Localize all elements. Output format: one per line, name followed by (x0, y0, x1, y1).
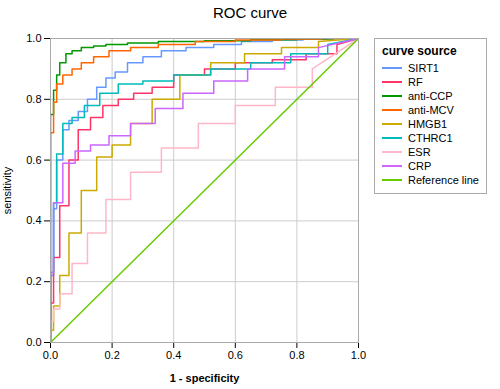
html-text:curve source: curve source (382, 44, 457, 58)
html-text:ROC curve: ROC curve (212, 4, 288, 21)
svg-text:0.2: 0.2 (104, 349, 119, 361)
svg-text:1 - specificity: 1 - specificity (170, 372, 241, 384)
html-text:Reference line: Reference line (408, 174, 479, 186)
svg-text:0.8: 0.8 (26, 93, 41, 105)
svg-text:0.8: 0.8 (289, 349, 304, 361)
html-text:anti-MCV: anti-MCV (408, 104, 454, 116)
html-text:SIRT1: SIRT1 (408, 62, 439, 74)
svg-text:0.0: 0.0 (26, 336, 41, 348)
svg-text:0.6: 0.6 (26, 154, 41, 166)
svg-text:1.0: 1.0 (351, 349, 366, 361)
html-text:anti-CCP: anti-CCP (408, 90, 453, 102)
svg-text:0.6: 0.6 (228, 349, 243, 361)
html-text:RF: RF (408, 76, 423, 88)
html-text:ESR: ESR (408, 146, 431, 158)
svg-text:1.0: 1.0 (26, 32, 41, 44)
html-text:HMGB1: HMGB1 (408, 118, 448, 130)
html-text:CTHRC1: CTHRC1 (408, 132, 453, 144)
svg-text:0.4: 0.4 (26, 214, 41, 226)
svg-text:0.2: 0.2 (26, 275, 41, 287)
svg-text:sensitivity: sensitivity (1, 166, 13, 214)
svg-text:0.4: 0.4 (166, 349, 181, 361)
html-text:CRP: CRP (408, 160, 432, 172)
svg-text:0.0: 0.0 (43, 349, 58, 361)
